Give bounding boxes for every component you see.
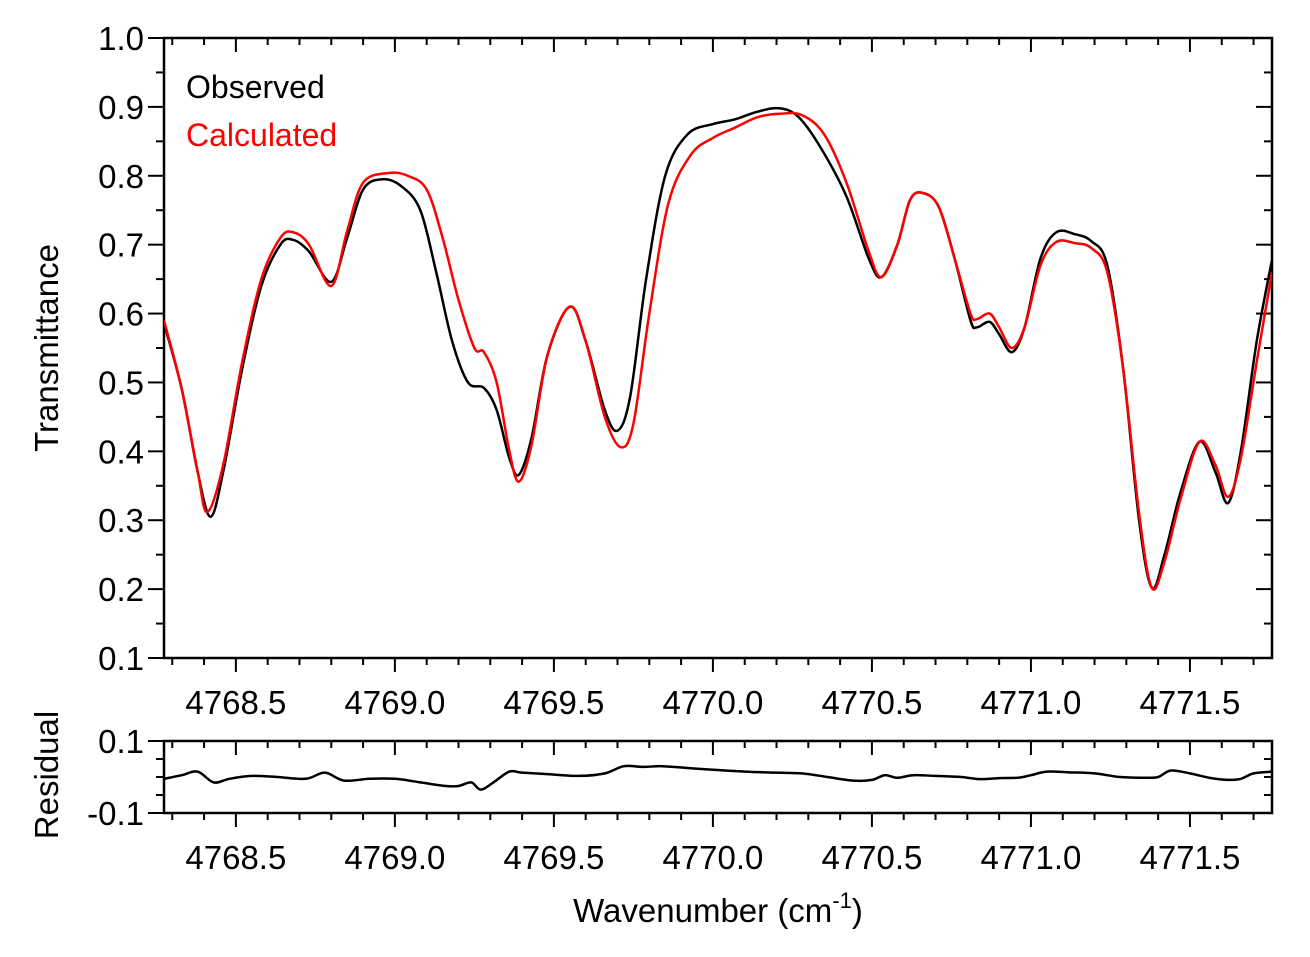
y-tick-label: 0.5 xyxy=(98,364,144,401)
series-line-observed xyxy=(164,106,1272,590)
x-tick-label: 4771.5 xyxy=(1139,684,1240,721)
residual-panel: -0.10.1 4768.5 4769.0 4769.5 4770.0 4770.5 47… xyxy=(28,711,1274,929)
y-axis-title-transmittance: Transmittance xyxy=(28,244,65,452)
x-tick-label: 4771.5 xyxy=(1139,839,1240,876)
x-tick-label: 4770.5 xyxy=(821,684,922,721)
x-tick-label: 4769.5 xyxy=(503,684,604,721)
x-tick-label: 4769.5 xyxy=(503,839,604,876)
x-tick-label: 4768.5 xyxy=(185,684,286,721)
transmittance-panel: 0.10.20.30.40.50.60.70.80.91.0 4768.5 476… xyxy=(28,20,1274,721)
x-tick-label: 4768.5 xyxy=(185,839,286,876)
x-tick-label: 4771.0 xyxy=(980,839,1081,876)
x-tick-label: 4770.0 xyxy=(662,684,763,721)
x-tick-label: 4770.0 xyxy=(662,839,763,876)
x-tick-label: 4769.0 xyxy=(344,839,445,876)
y-tick-label: 0.7 xyxy=(98,227,144,264)
x-tick-label: 4771.0 xyxy=(980,684,1081,721)
bottom-plot-frame xyxy=(162,739,1274,815)
series-line-residual xyxy=(164,764,1272,791)
x-axis-title-main: Wavenumber (cm xyxy=(573,892,832,929)
x-axis-title: Wavenumber (cm-1) xyxy=(573,888,863,929)
bottom-y-ticks: -0.1 0.1 xyxy=(87,723,1272,832)
y-tick-label: 0.6 xyxy=(98,296,144,333)
y-tick-label: 0.9 xyxy=(98,89,144,126)
y-axis-title-residual: Residual xyxy=(28,711,65,839)
series-line-calculated xyxy=(164,111,1272,591)
y-tick-label: 0.1 xyxy=(98,723,144,760)
x-tick-label: 4769.0 xyxy=(344,684,445,721)
legend-calculated: Calculated xyxy=(186,117,337,153)
residual-line xyxy=(164,764,1272,791)
y-tick-label: 0.2 xyxy=(98,571,144,608)
bottom-x-ticks: 4768.5 4769.0 4769.5 4770.0 4770.5 4771.0 4771… xyxy=(171,741,1255,876)
x-tick-label: 4770.5 xyxy=(821,839,922,876)
top-series-lines xyxy=(164,106,1272,591)
y-tick-label: -0.1 xyxy=(87,795,144,832)
y-tick-label: 0.1 xyxy=(98,640,144,677)
y-tick-label: 0.4 xyxy=(98,433,144,470)
top-x-ticks: 4768.5 4769.0 4769.5 4770.0 4770.5 4771.0 4771… xyxy=(171,38,1255,721)
x-axis-title-superscript: -1 xyxy=(832,888,852,913)
legend-observed: Observed xyxy=(186,69,325,105)
y-tick-label: 0.8 xyxy=(98,158,144,195)
x-axis-title-close: ) xyxy=(852,892,863,929)
y-tick-label: 1.0 xyxy=(98,20,144,57)
y-tick-label: 0.3 xyxy=(98,502,144,539)
